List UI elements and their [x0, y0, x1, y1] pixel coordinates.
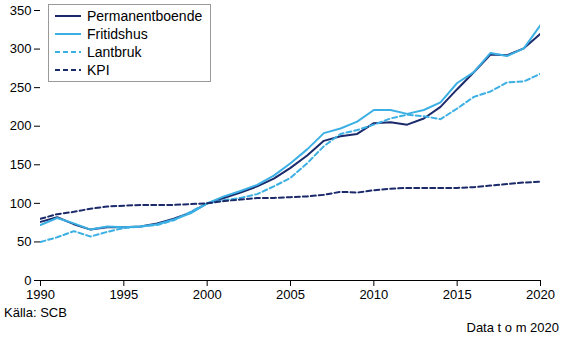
html-text:Lantbruk: Lantbruk — [87, 44, 142, 60]
html-text:Permanentboende: Permanentboende — [87, 8, 203, 24]
svg-text:2020: 2020 — [526, 287, 555, 302]
svg-text:150: 150 — [10, 157, 32, 172]
html-text:KPI: KPI — [87, 62, 110, 78]
svg-text:2015: 2015 — [443, 287, 472, 302]
svg-text:350: 350 — [10, 3, 32, 18]
svg-text:2005: 2005 — [276, 287, 305, 302]
svg-text:100: 100 — [10, 196, 32, 211]
html-text:Data t o m 2020: Data t o m 2020 — [466, 320, 559, 335]
svg-text:300: 300 — [10, 41, 32, 56]
svg-text:1995: 1995 — [109, 287, 138, 302]
svg-text:250: 250 — [10, 80, 32, 95]
html-text:Fritidshus: Fritidshus — [87, 26, 148, 42]
svg-text:2010: 2010 — [359, 287, 388, 302]
svg-text:200: 200 — [10, 118, 32, 133]
svg-text:1990: 1990 — [26, 287, 55, 302]
svg-text:50: 50 — [17, 234, 31, 249]
svg-text:2000: 2000 — [193, 287, 222, 302]
svg-text:0: 0 — [24, 273, 31, 288]
html-text:Källa: SCB: Källa: SCB — [4, 305, 67, 320]
